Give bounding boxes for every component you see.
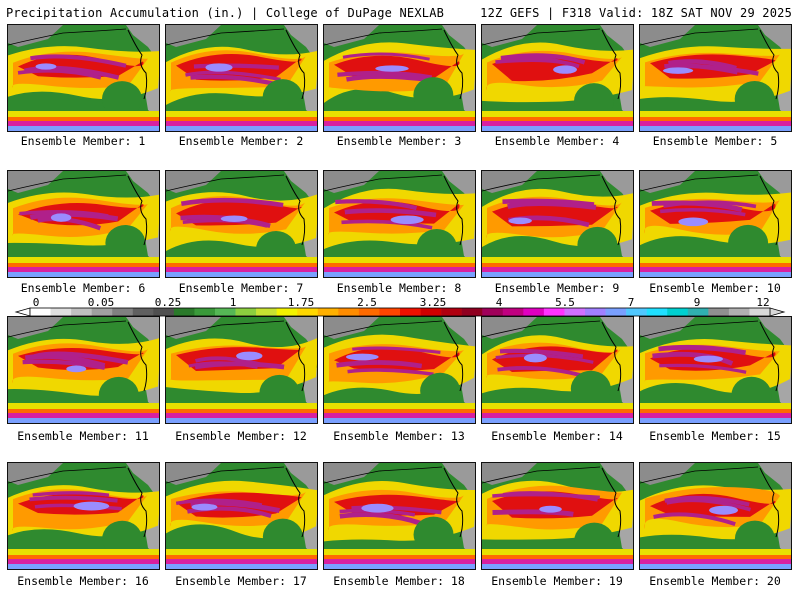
colorbar-tick-label: 3.25 [420, 296, 447, 309]
ensemble-member-map-3 [323, 24, 476, 132]
colorbar-swatch [687, 308, 709, 316]
colorbar-tick-label: 1.75 [288, 296, 315, 309]
ensemble-member-map-16 [7, 462, 160, 570]
ensemble-member-map-15 [639, 316, 792, 424]
ensemble-member-label-5: Ensemble Member: 5 [652, 134, 778, 148]
colorbar-swatch [564, 308, 586, 316]
colorbar-swatch [112, 308, 134, 316]
colorbar-swatch [173, 308, 195, 316]
ensemble-member-map-18 [323, 462, 476, 570]
ensemble-member-map-11 [7, 316, 160, 424]
ensemble-member-map-14 [481, 316, 634, 424]
colorbar-swatch [749, 308, 771, 316]
ensemble-member-map-12 [165, 316, 318, 424]
colorbar-border [29, 307, 771, 317]
colorbar-tick-label: 0.25 [155, 296, 182, 309]
colorbar-swatch [728, 308, 750, 316]
ensemble-member-map-10 [639, 170, 792, 278]
ensemble-member-map-6 [7, 170, 160, 278]
ensemble-member-label-6: Ensemble Member: 6 [20, 281, 146, 295]
ensemble-member-map-9 [481, 170, 634, 278]
ensemble-member-label-13: Ensemble Member: 13 [333, 429, 465, 443]
colorbar-swatch [91, 308, 113, 316]
colorbar-tick-label: 7 [628, 296, 635, 309]
colorbar-swatch [358, 308, 380, 316]
ensemble-member-label-11: Ensemble Member: 11 [17, 429, 149, 443]
colorbar-swatch [646, 308, 668, 316]
precipitation-colorbar: 0 0.05 0.25 1 1.75 2.5 3.25 4 5.5 7 9 12 [14, 296, 786, 317]
ensemble-member-label-7: Ensemble Member: 7 [178, 281, 304, 295]
ensemble-member-map-2 [165, 24, 318, 132]
ensemble-member-label-15: Ensemble Member: 15 [649, 429, 781, 443]
ensemble-member-map-4 [481, 24, 634, 132]
colorbar-swatch [482, 308, 504, 316]
colorbar-swatch [626, 308, 647, 316]
ensemble-member-map-17 [165, 462, 318, 570]
colorbar-swatch [215, 308, 236, 316]
colorbar-swatch [379, 308, 401, 316]
colorbar-swatch [400, 308, 421, 316]
ensemble-member-map-8 [323, 170, 476, 278]
colorbar-tick-label: 9 [694, 296, 701, 309]
colorbar-tick-label: 1 [230, 296, 237, 309]
ensemble-member-label-4: Ensemble Member: 4 [494, 134, 620, 148]
ensemble-member-label-20: Ensemble Member: 20 [649, 574, 781, 588]
ensemble-member-label-17: Ensemble Member: 17 [175, 574, 307, 588]
model-run-info: 12Z GEFS | F318 Valid: 18Z SAT NOV 29 20… [480, 6, 792, 20]
colorbar-left-arrow [14, 307, 31, 317]
ensemble-member-label-3: Ensemble Member: 3 [336, 134, 462, 148]
colorbar-swatch [523, 308, 545, 316]
colorbar-tick-label: 0 [33, 296, 40, 309]
colorbar-tick-label: 0.05 [88, 296, 115, 309]
colorbar-swatch [235, 308, 257, 316]
colorbar-swatch [317, 308, 339, 316]
colorbar-right-arrow [769, 307, 786, 317]
ensemble-member-label-12: Ensemble Member: 12 [175, 429, 307, 443]
colorbar-tick-label: 4 [496, 296, 503, 309]
ensemble-member-map-1 [7, 24, 160, 132]
ensemble-member-map-19 [481, 462, 634, 570]
colorbar-tick-label: 2.5 [357, 296, 377, 309]
colorbar-swatch [256, 308, 277, 316]
colorbar-swatch [30, 308, 51, 316]
ensemble-member-map-7 [165, 170, 318, 278]
colorbar-swatch [297, 308, 319, 316]
ensemble-member-label-14: Ensemble Member: 14 [491, 429, 623, 443]
chart-title: Precipitation Accumulation (in.) | Colle… [6, 6, 445, 20]
colorbar-swatch [441, 308, 462, 316]
ensemble-member-label-19: Ensemble Member: 19 [491, 574, 623, 588]
colorbar-swatch [194, 308, 216, 316]
colorbar-swatch [71, 308, 92, 316]
colorbar-swatch [502, 308, 524, 316]
colorbar-swatch [461, 308, 483, 316]
ensemble-member-label-18: Ensemble Member: 18 [333, 574, 465, 588]
colorbar-swatch [50, 308, 72, 316]
colorbar-swatch [585, 308, 606, 316]
colorbar-swatch [667, 308, 689, 316]
ensemble-member-map-13 [323, 316, 476, 424]
colorbar-swatch [605, 308, 627, 316]
ensemble-member-map-20 [639, 462, 792, 570]
colorbar-tick-label: 12 [756, 296, 769, 309]
colorbar-swatch [276, 308, 298, 316]
ensemble-member-label-9: Ensemble Member: 9 [494, 281, 620, 295]
colorbar-tick-label: 5.5 [555, 296, 575, 309]
colorbar-swatch [338, 308, 360, 316]
ensemble-member-label-10: Ensemble Member: 10 [649, 281, 781, 295]
ensemble-member-map-5 [639, 24, 792, 132]
colorbar-swatch [132, 308, 154, 316]
ensemble-member-label-2: Ensemble Member: 2 [178, 134, 304, 148]
colorbar-swatch [543, 308, 565, 316]
ensemble-member-label-8: Ensemble Member: 8 [336, 281, 462, 295]
colorbar-swatch [153, 308, 175, 316]
colorbar-swatch [420, 308, 442, 316]
ensemble-member-label-16: Ensemble Member: 16 [17, 574, 149, 588]
ensemble-member-label-1: Ensemble Member: 1 [20, 134, 146, 148]
colorbar-swatch [708, 308, 730, 316]
